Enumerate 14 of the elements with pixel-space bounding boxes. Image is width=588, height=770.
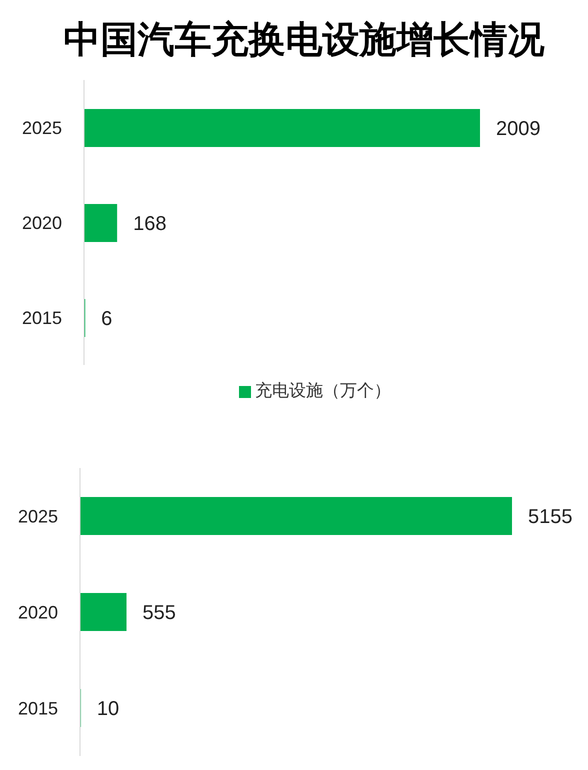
data-label: 6 bbox=[101, 308, 112, 330]
legend-label: 充电设施（万个） bbox=[255, 381, 391, 400]
y-tick-label: 2020 bbox=[18, 602, 58, 622]
y-tick-label: 2015 bbox=[18, 698, 58, 718]
data-label: 168 bbox=[133, 213, 166, 236]
data-label: 5155 bbox=[528, 506, 572, 528]
y-tick-label: 2015 bbox=[22, 308, 62, 328]
data-label: 555 bbox=[142, 602, 176, 624]
y-tick-label: 2025 bbox=[22, 118, 62, 138]
y-tick-label: 2025 bbox=[18, 506, 58, 526]
chart-title: 中国汽车充换电设施增长情况 bbox=[62, 17, 546, 63]
data-label: 2009 bbox=[496, 118, 540, 140]
y-tick-label: 2020 bbox=[22, 212, 62, 233]
data-label: 10 bbox=[96, 698, 120, 720]
